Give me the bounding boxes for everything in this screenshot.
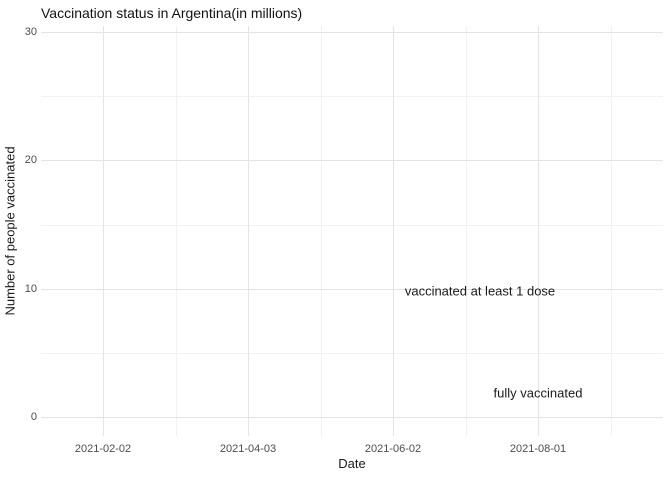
x-tick-label: 2021-02-02 — [74, 443, 132, 455]
chart-title: Vaccination status in Argentina(in milli… — [41, 5, 303, 21]
y-tick-label: 10 — [24, 282, 37, 295]
annotation-label-fully-vaccinated: fully vaccinated — [493, 385, 583, 401]
gridline-y-minor — [41, 352, 663, 354]
gridline-x-major — [103, 26, 104, 436]
gridline-x-minor — [175, 26, 177, 436]
gridline-y-minor — [41, 224, 663, 226]
gridline-x-minor — [465, 26, 467, 436]
gridline-y-major — [41, 32, 663, 33]
y-tick-label: 0 — [30, 411, 37, 423]
gridline-x-minor — [320, 26, 322, 436]
x-axis-title: Date — [338, 456, 366, 471]
gridline-y-major — [41, 160, 663, 162]
annotation-label-at-least-1-dose: vaccinated at least 1 dose — [404, 283, 556, 299]
y-tick-label: 20 — [24, 154, 37, 167]
gridline-x-minor — [610, 26, 612, 436]
gridline-y-major — [41, 417, 663, 418]
gridline-x-major — [393, 26, 394, 436]
x-tick-label: 2021-04-03 — [219, 443, 277, 455]
gridline-y-minor — [41, 96, 663, 98]
gridline-x-major — [538, 26, 539, 436]
gridline-y-major — [41, 288, 663, 290]
x-tick-label: 2021-06-02 — [364, 443, 422, 455]
gridline-x-major — [248, 26, 249, 436]
y-tick-label: 30 — [24, 26, 37, 38]
x-tick-label: 2021-08-01 — [509, 443, 567, 455]
